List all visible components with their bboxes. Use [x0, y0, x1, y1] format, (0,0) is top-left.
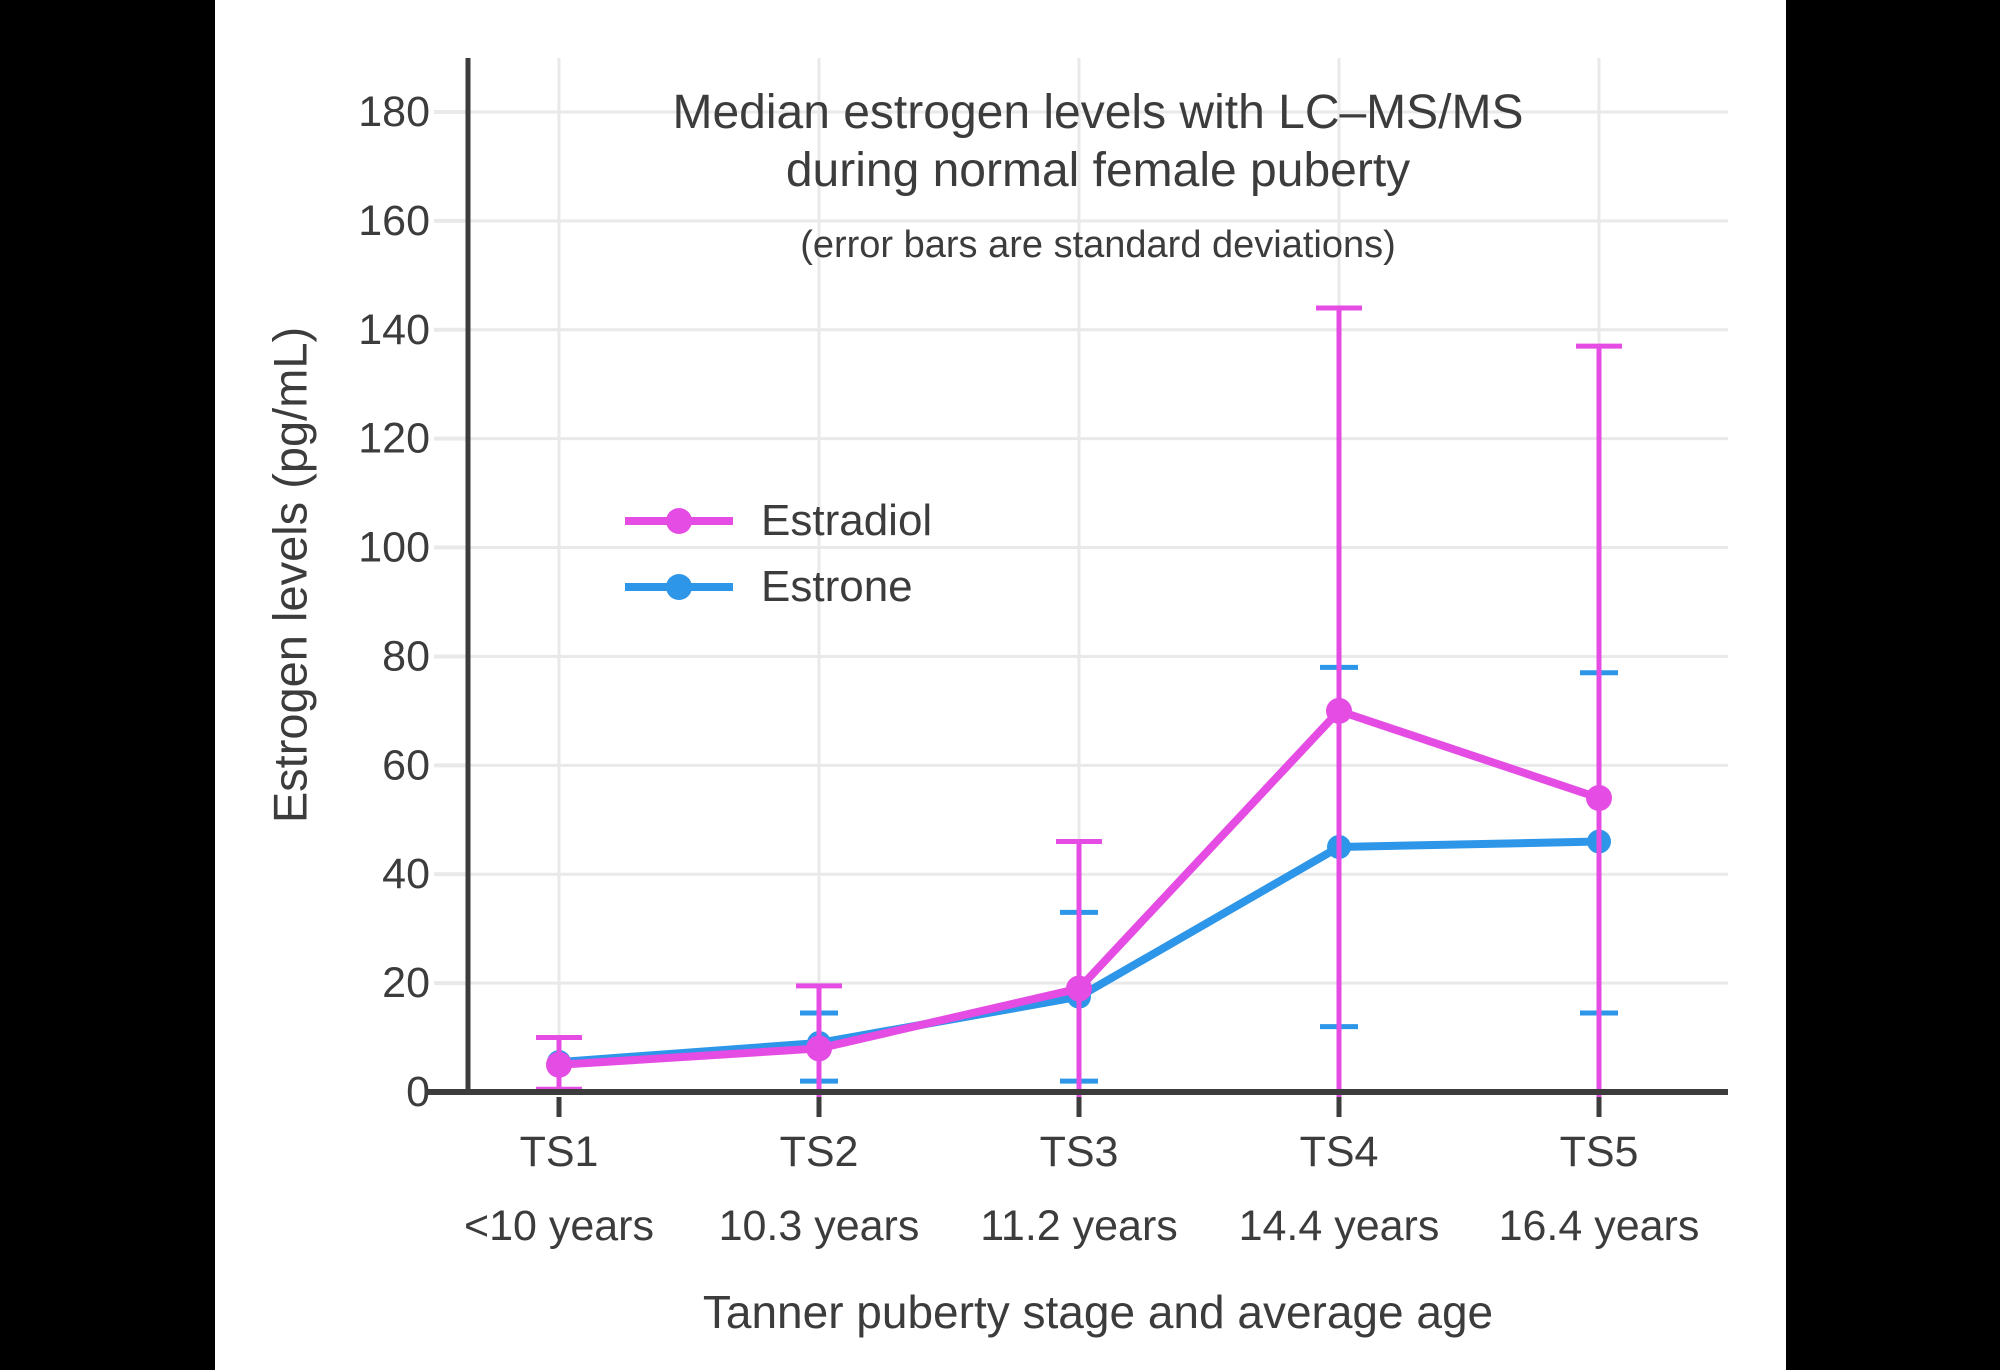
legend-item-estrone: Estrone — [623, 554, 932, 620]
legend-label-estradiol: Estradiol — [761, 496, 933, 545]
marker-estradiol — [1326, 697, 1352, 724]
y-tick-label: 120 — [358, 415, 430, 463]
x-age-label: 16.4 years — [1499, 1202, 1700, 1250]
y-axis-title: Estrogen levels (pg/mL) — [263, 326, 317, 824]
x-axis-title: Tanner puberty stage and average age — [702, 1286, 1494, 1338]
y-tick-label: 140 — [358, 306, 430, 354]
y-tick-label: 160 — [358, 197, 430, 245]
x-age-label: 14.4 years — [1239, 1202, 1440, 1250]
chart-subtitle: (error bars are standard deviations) — [800, 224, 1396, 266]
marker-estradiol — [546, 1051, 572, 1078]
x-age-label: <10 years — [464, 1202, 654, 1250]
x-category-label: TS3 — [1040, 1128, 1119, 1176]
estradiol-line-marker-swatch — [625, 508, 733, 534]
legend: Estradiol Estrone — [623, 488, 932, 620]
estrone-line-marker-swatch — [625, 574, 733, 600]
plot-area: 0 20 40 60 80 100 120 140 160 180 TS1 TS2 TS3 TS4 TS5 <… — [358, 58, 1728, 1250]
x-age-label: 10.3 years — [719, 1202, 920, 1250]
y-tick-label: 180 — [358, 88, 430, 136]
y-tick-label: 20 — [382, 959, 430, 1007]
y-tick-label: 0 — [406, 1068, 430, 1116]
x-category-label: TS2 — [780, 1128, 859, 1176]
figure-canvas: 0 20 40 60 80 100 120 140 160 180 TS1 TS2 TS3 TS4 TS5 <… — [215, 0, 1786, 1370]
chart-title-line-1: Median estrogen levels with LC–MS/MS — [672, 86, 1524, 139]
x-category-label: TS5 — [1560, 1128, 1639, 1176]
y-tick-label: 100 — [358, 524, 430, 572]
estrone-swatch-marker — [666, 574, 692, 600]
marker-estradiol — [1586, 785, 1612, 811]
marker-estradiol — [1066, 975, 1092, 1002]
marker-estradiol — [806, 1035, 832, 1062]
legend-item-estradiol: Estradiol — [623, 488, 932, 554]
y-tick-label: 60 — [382, 741, 430, 789]
y-tick-label: 40 — [382, 850, 430, 898]
y-tick-label: 80 — [382, 632, 430, 680]
x-category-label: TS1 — [520, 1128, 599, 1176]
chart-title: Median estrogen levels with LC–MS/MS dur… — [468, 84, 1728, 200]
chart-title-line-2: during normal female puberty — [785, 144, 1411, 197]
estradiol-swatch-marker — [666, 508, 692, 534]
x-category-label: TS4 — [1300, 1128, 1379, 1176]
x-age-label: 11.2 years — [980, 1202, 1178, 1250]
legend-label-estrone: Estrone — [761, 562, 913, 611]
